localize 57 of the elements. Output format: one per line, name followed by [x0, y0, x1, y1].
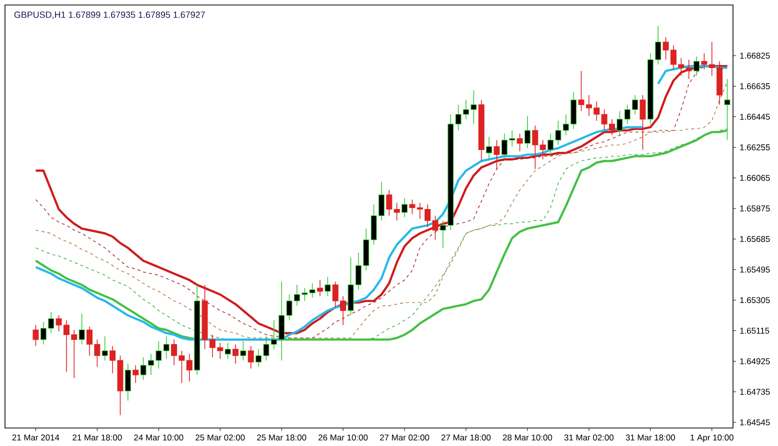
candlestick	[524, 116, 530, 149]
y-tick-label: 1.66255	[740, 144, 770, 150]
candlestick	[516, 133, 523, 152]
candlestick	[640, 94, 646, 150]
x-tick-label: 21 Mar 2014	[12, 434, 60, 441]
candlestick	[701, 52, 708, 70]
candlestick	[248, 346, 254, 369]
candlestick	[402, 198, 408, 218]
candlestick	[240, 340, 246, 361]
y-tick-label: 1.65495	[740, 266, 770, 273]
x-tick-label: 31 Mar 18:00	[626, 434, 676, 441]
candlestick	[32, 324, 39, 346]
x-tick-label: 27 Mar 02:00	[380, 434, 430, 441]
candlestick	[724, 78, 730, 140]
y-tick-label: 1.65875	[740, 205, 770, 212]
candlestick	[309, 282, 316, 298]
candlestick	[394, 202, 400, 221]
candlestick	[163, 336, 170, 360]
candlestick	[324, 276, 331, 297]
y-tick-label: 1.64545	[740, 419, 770, 426]
candlestick	[409, 199, 416, 214]
candlestick	[124, 363, 131, 402]
x-tick-label: 25 Mar 02:00	[196, 434, 245, 441]
x-tick-label: 26 Mar 10:00	[318, 434, 368, 441]
y-tick-label: 1.66065	[740, 174, 770, 181]
x-tick-label: 1 Apr 10:00	[690, 434, 734, 442]
x-tick-label: 24 Mar 10:00	[134, 434, 184, 441]
text: GBPUSD,H1 1.67899 1.67935 1.67895 1.67927	[14, 12, 205, 19]
y-tick-label: 1.64925	[740, 358, 770, 364]
candlestick	[616, 110, 623, 136]
candlestick	[386, 190, 392, 216]
y-tick-label: 1.64735	[740, 388, 770, 395]
y-tick-label: 1.65685	[740, 236, 770, 242]
candlestick	[317, 280, 324, 297]
y-tick-label: 1.65305	[740, 297, 770, 304]
y-tick-label: 1.66445	[740, 114, 770, 120]
x-tick-label: 21 Mar 18:00	[72, 434, 122, 441]
x-tick-label: 27 Mar 18:00	[441, 434, 491, 441]
candlestick	[532, 125, 538, 170]
candlestick	[494, 140, 500, 170]
candlestick	[486, 136, 492, 160]
y-tick-label: 1.65115	[740, 328, 770, 334]
candlestick	[694, 56, 700, 76]
x-tick-label: 31 Mar 02:00	[564, 434, 614, 441]
y-tick-label: 1.66635	[740, 83, 770, 90]
x-tick-label: 28 Mar 10:00	[502, 434, 552, 441]
candlestick	[232, 344, 238, 364]
candlestick	[102, 336, 108, 361]
candlestick	[432, 215, 438, 240]
candlestick	[186, 354, 192, 382]
x-tick-label: 25 Mar 18:00	[257, 434, 306, 441]
candlestick	[224, 342, 231, 360]
candlestick	[686, 59, 692, 80]
y-tick-label: 1.66825	[740, 52, 770, 59]
candlestick	[78, 313, 85, 345]
candlestick	[132, 364, 139, 384]
candlestick	[540, 140, 546, 160]
